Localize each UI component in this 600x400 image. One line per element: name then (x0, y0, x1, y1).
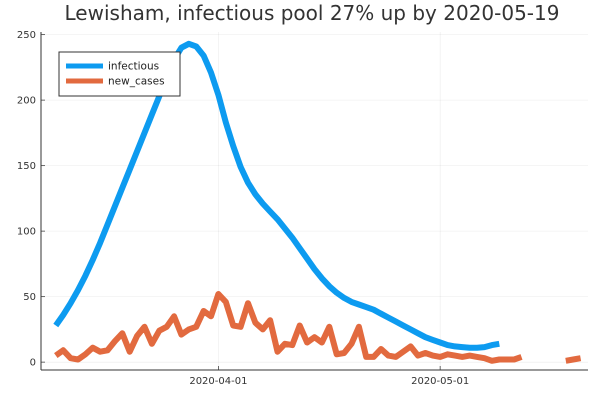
y-tick-label: 0 (30, 358, 36, 369)
legend: infectious new_cases (58, 51, 181, 97)
chart-title: Lewisham, infectious pool 27% up by 2020… (65, 1, 560, 25)
y-tick-label: 100 (17, 227, 36, 238)
x-tick-label: 2020-04-01 (189, 376, 247, 387)
legend-label: infectious (108, 61, 159, 73)
axes: 0 50 100 150 200 250 2020-04-01 2020-05-01 (17, 30, 588, 387)
series-line-new-cases (54, 291, 582, 364)
series-line-infectious (53, 40, 500, 351)
y-tick-label: 200 (17, 96, 36, 107)
x-tick-label: 2020-05-01 (411, 376, 469, 387)
series-group (53, 40, 582, 364)
legend-box (58, 51, 181, 97)
y-tick-label: 150 (17, 161, 36, 172)
legend-label: new_cases (108, 76, 165, 88)
y-tick-label: 50 (23, 292, 36, 303)
y-tick-label: 250 (17, 30, 36, 41)
